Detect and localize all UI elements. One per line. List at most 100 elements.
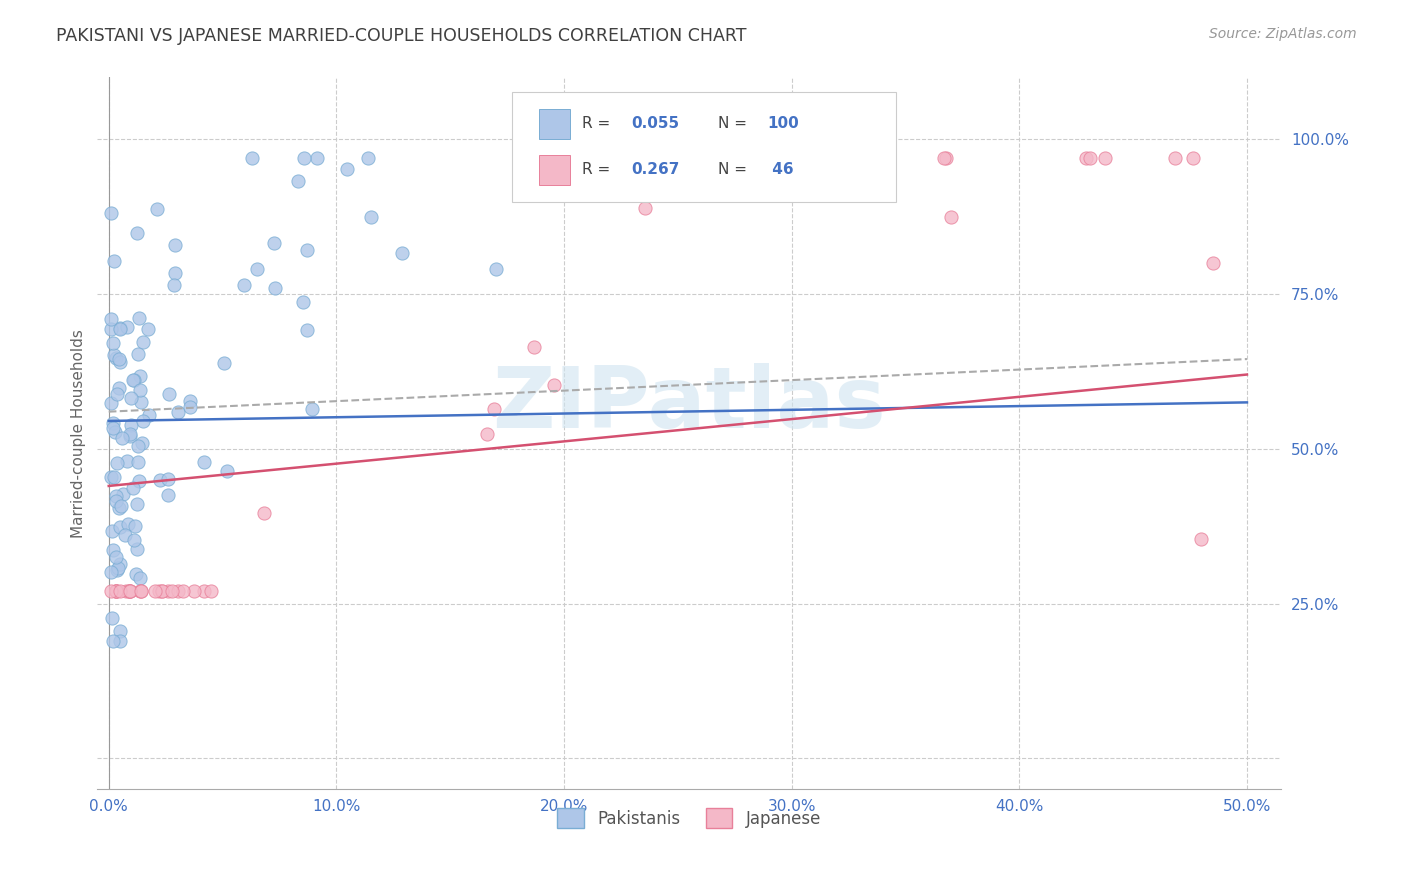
Point bbox=[179, 393, 201, 408]
Point bbox=[100, 396, 122, 410]
Point bbox=[295, 243, 318, 257]
Point bbox=[127, 455, 149, 469]
Point bbox=[136, 321, 159, 335]
Point bbox=[357, 151, 380, 165]
Point bbox=[860, 151, 883, 165]
Point bbox=[108, 624, 131, 639]
Point bbox=[156, 488, 179, 502]
Point bbox=[128, 474, 150, 488]
Point bbox=[307, 151, 329, 165]
Point bbox=[120, 418, 142, 433]
Point bbox=[935, 151, 957, 165]
Point bbox=[485, 262, 508, 277]
Point bbox=[122, 373, 145, 387]
Point bbox=[148, 584, 170, 599]
Point bbox=[1080, 151, 1102, 165]
Point bbox=[110, 355, 132, 369]
Point bbox=[157, 387, 180, 401]
Point bbox=[100, 206, 122, 220]
Point bbox=[143, 584, 166, 599]
Point bbox=[811, 151, 834, 165]
Point bbox=[100, 470, 122, 484]
FancyBboxPatch shape bbox=[538, 155, 569, 185]
Point bbox=[101, 543, 124, 558]
Point bbox=[105, 584, 128, 599]
Point bbox=[100, 312, 122, 326]
Point bbox=[932, 151, 955, 165]
Point bbox=[1164, 151, 1187, 165]
Point bbox=[301, 401, 323, 416]
Point bbox=[129, 395, 152, 409]
Point bbox=[104, 425, 127, 440]
Point bbox=[157, 584, 180, 599]
Text: R =: R = bbox=[582, 116, 614, 131]
Point bbox=[100, 566, 122, 580]
FancyBboxPatch shape bbox=[512, 92, 897, 202]
Point bbox=[122, 373, 145, 387]
Point bbox=[117, 584, 139, 599]
Point bbox=[108, 351, 131, 366]
Point bbox=[132, 335, 155, 350]
Point bbox=[336, 161, 359, 176]
Point bbox=[263, 235, 285, 250]
Point bbox=[287, 174, 309, 188]
Point bbox=[128, 310, 150, 325]
Point bbox=[295, 323, 318, 337]
Point bbox=[863, 151, 886, 165]
Point bbox=[105, 584, 128, 599]
Point bbox=[117, 517, 139, 532]
Point bbox=[108, 320, 131, 334]
Point bbox=[118, 584, 141, 599]
Point bbox=[131, 436, 153, 450]
Point bbox=[291, 295, 314, 310]
Point bbox=[101, 421, 124, 435]
Point bbox=[115, 454, 138, 468]
Text: N =: N = bbox=[717, 116, 752, 131]
Point bbox=[118, 584, 141, 599]
Point bbox=[232, 278, 254, 293]
Point bbox=[676, 151, 699, 165]
Point bbox=[114, 527, 136, 541]
Point bbox=[125, 541, 148, 556]
Point bbox=[100, 584, 122, 599]
Point bbox=[124, 519, 146, 533]
Point bbox=[110, 584, 132, 599]
Point bbox=[1074, 151, 1097, 165]
Point bbox=[104, 489, 127, 503]
Point bbox=[193, 454, 215, 468]
Point bbox=[101, 416, 124, 430]
Point bbox=[391, 245, 413, 260]
Point bbox=[100, 322, 122, 336]
Text: 0.267: 0.267 bbox=[631, 162, 679, 178]
Point bbox=[160, 584, 183, 599]
Point bbox=[127, 226, 149, 240]
Point bbox=[105, 563, 128, 577]
Point bbox=[118, 426, 141, 441]
Point bbox=[523, 340, 546, 354]
Point bbox=[166, 584, 188, 599]
Point bbox=[482, 402, 505, 417]
Point bbox=[108, 520, 131, 534]
Point bbox=[103, 469, 125, 483]
Point bbox=[103, 253, 125, 268]
Point bbox=[939, 210, 962, 224]
Text: 46: 46 bbox=[768, 162, 794, 178]
Text: ZIPatlas: ZIPatlas bbox=[492, 363, 886, 446]
Point bbox=[1182, 151, 1205, 165]
Text: PAKISTANI VS JAPANESE MARRIED-COUPLE HOUSEHOLDS CORRELATION CHART: PAKISTANI VS JAPANESE MARRIED-COUPLE HOU… bbox=[56, 27, 747, 45]
Point bbox=[125, 497, 148, 511]
Point bbox=[183, 584, 205, 599]
Point bbox=[172, 584, 194, 599]
Point bbox=[264, 281, 287, 295]
Point bbox=[166, 405, 188, 419]
Text: Source: ZipAtlas.com: Source: ZipAtlas.com bbox=[1209, 27, 1357, 41]
Point bbox=[543, 377, 565, 392]
Point bbox=[101, 336, 124, 351]
Point bbox=[145, 202, 167, 216]
Point bbox=[129, 584, 152, 599]
Point bbox=[475, 427, 498, 442]
Point bbox=[127, 439, 149, 453]
Point bbox=[110, 322, 132, 336]
Point bbox=[240, 151, 263, 165]
Point bbox=[128, 368, 150, 383]
